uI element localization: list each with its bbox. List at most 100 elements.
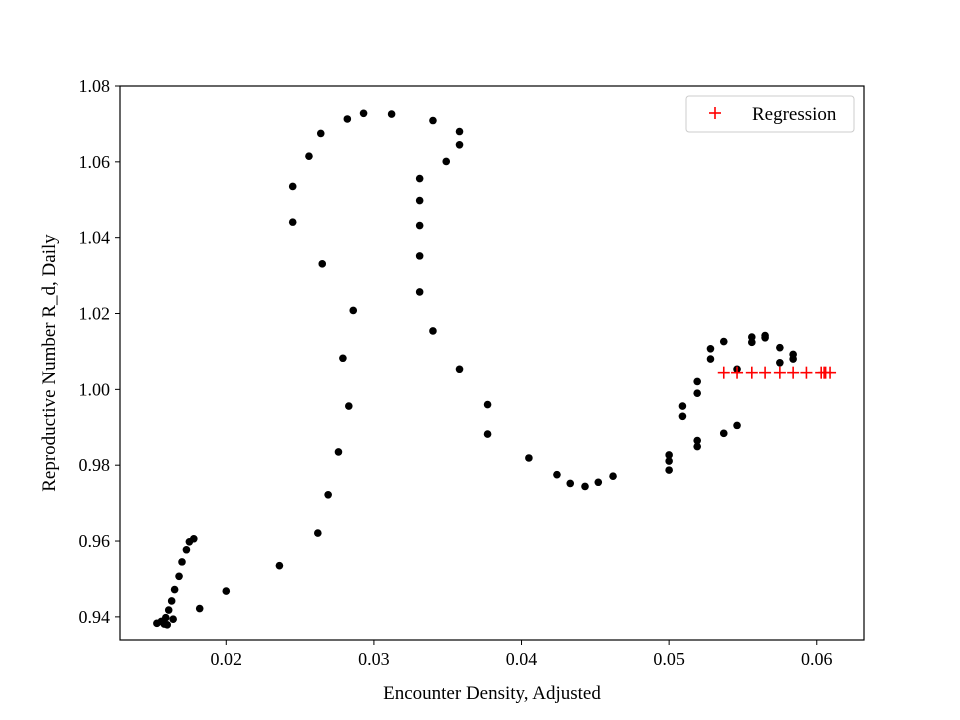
data-point: [525, 454, 533, 462]
data-point: [748, 338, 756, 347]
data-point: [789, 355, 797, 363]
data-point: [324, 490, 332, 499]
regression-point: [787, 366, 800, 379]
data-point: [169, 615, 177, 623]
y-tick-label: 0.94: [79, 607, 111, 627]
data-point: [678, 412, 687, 421]
legend: Regression: [685, 95, 855, 133]
data-point: [553, 470, 561, 479]
data-point: [693, 377, 701, 386]
data-point: [609, 472, 617, 480]
data-point: [339, 354, 347, 363]
data-point: [415, 221, 424, 230]
regression-point: [759, 366, 772, 379]
data-point: [706, 355, 715, 363]
x-tick-label: 0.05: [653, 649, 685, 669]
data-point: [170, 585, 179, 594]
regression-point: [773, 366, 786, 379]
x-axis-label: Encounter Density, Adjusted: [383, 683, 601, 704]
data-point: [566, 479, 575, 488]
data-point: [305, 152, 313, 160]
y-tick-label: 1.04: [79, 228, 111, 248]
data-point: [455, 127, 464, 136]
data-point: [455, 140, 464, 149]
data-point: [693, 389, 701, 397]
data-point: [719, 337, 728, 346]
data-point: [776, 359, 784, 367]
regression-point: [745, 366, 758, 379]
data-point: [343, 115, 352, 123]
plot-frame: [119, 85, 865, 641]
data-point: [161, 613, 170, 622]
data-point: [719, 429, 728, 438]
data-point: [415, 196, 424, 205]
x-tick-label: 0.02: [211, 649, 243, 669]
x-tick-label: 0.06: [801, 649, 833, 669]
data-point: [665, 451, 673, 459]
data-point: [318, 260, 327, 268]
data-point: [455, 365, 464, 374]
data-point: [415, 174, 424, 183]
regression-point: [731, 366, 744, 379]
data-point: [581, 482, 589, 491]
data-point: [182, 545, 191, 554]
regression-point: [824, 366, 837, 379]
data-point: [665, 457, 673, 465]
data-point: [678, 402, 687, 410]
legend-regression-label: Regression: [752, 104, 837, 125]
data-point: [693, 442, 701, 451]
data-point: [442, 157, 451, 166]
data-point: [349, 306, 358, 315]
data-point: [733, 421, 741, 430]
data-point: [594, 478, 603, 487]
plot-area: [120, 86, 864, 640]
data-point: [178, 558, 186, 566]
regression-point: [800, 366, 813, 379]
chart-marks: [153, 109, 837, 629]
y-axis: 0.94 0.96 0.98 1.00 1.02 1.04 1.06 1.08: [79, 76, 120, 627]
data-point: [288, 218, 297, 226]
data-point: [693, 436, 701, 445]
data-point: [163, 621, 172, 629]
data-point: [748, 333, 756, 341]
y-tick-label: 0.96: [79, 531, 111, 551]
data-point: [334, 448, 343, 456]
data-point: [316, 129, 325, 138]
data-point: [345, 402, 353, 410]
data-point: [415, 288, 424, 296]
data-point: [776, 343, 784, 352]
data-point: [665, 466, 673, 474]
data-point: [195, 604, 204, 613]
data-point: [288, 182, 297, 191]
data-point: [167, 597, 176, 605]
regression-point: [717, 366, 730, 379]
data-point: [415, 252, 424, 260]
y-tick-label: 1.02: [79, 304, 111, 324]
x-tick-label: 0.04: [506, 649, 538, 669]
data-point: [359, 109, 368, 118]
data-point: [190, 534, 198, 543]
data-point: [164, 606, 173, 614]
data-point: [429, 116, 437, 125]
x-axis: 0.02 0.03 0.04 0.05 0.06: [211, 640, 833, 669]
legend-box: [685, 95, 855, 133]
data-point: [429, 327, 437, 335]
y-axis-label: Reproductive Number R_d, Daily: [39, 234, 60, 492]
data-point: [483, 430, 492, 438]
y-tick-label: 1.00: [79, 379, 111, 399]
data-point: [761, 333, 769, 342]
data-point: [275, 561, 284, 570]
x-tick-label: 0.03: [358, 649, 390, 669]
data-point: [706, 344, 715, 353]
data-point: [387, 110, 396, 118]
y-tick-label: 1.06: [79, 152, 111, 172]
data-point: [314, 529, 322, 537]
legend-regression-marker: [709, 107, 721, 119]
data-point: [222, 587, 231, 595]
data-point: [175, 572, 183, 581]
data-point: [483, 400, 492, 409]
y-tick-label: 0.98: [79, 455, 111, 475]
y-tick-label: 1.08: [79, 76, 111, 96]
